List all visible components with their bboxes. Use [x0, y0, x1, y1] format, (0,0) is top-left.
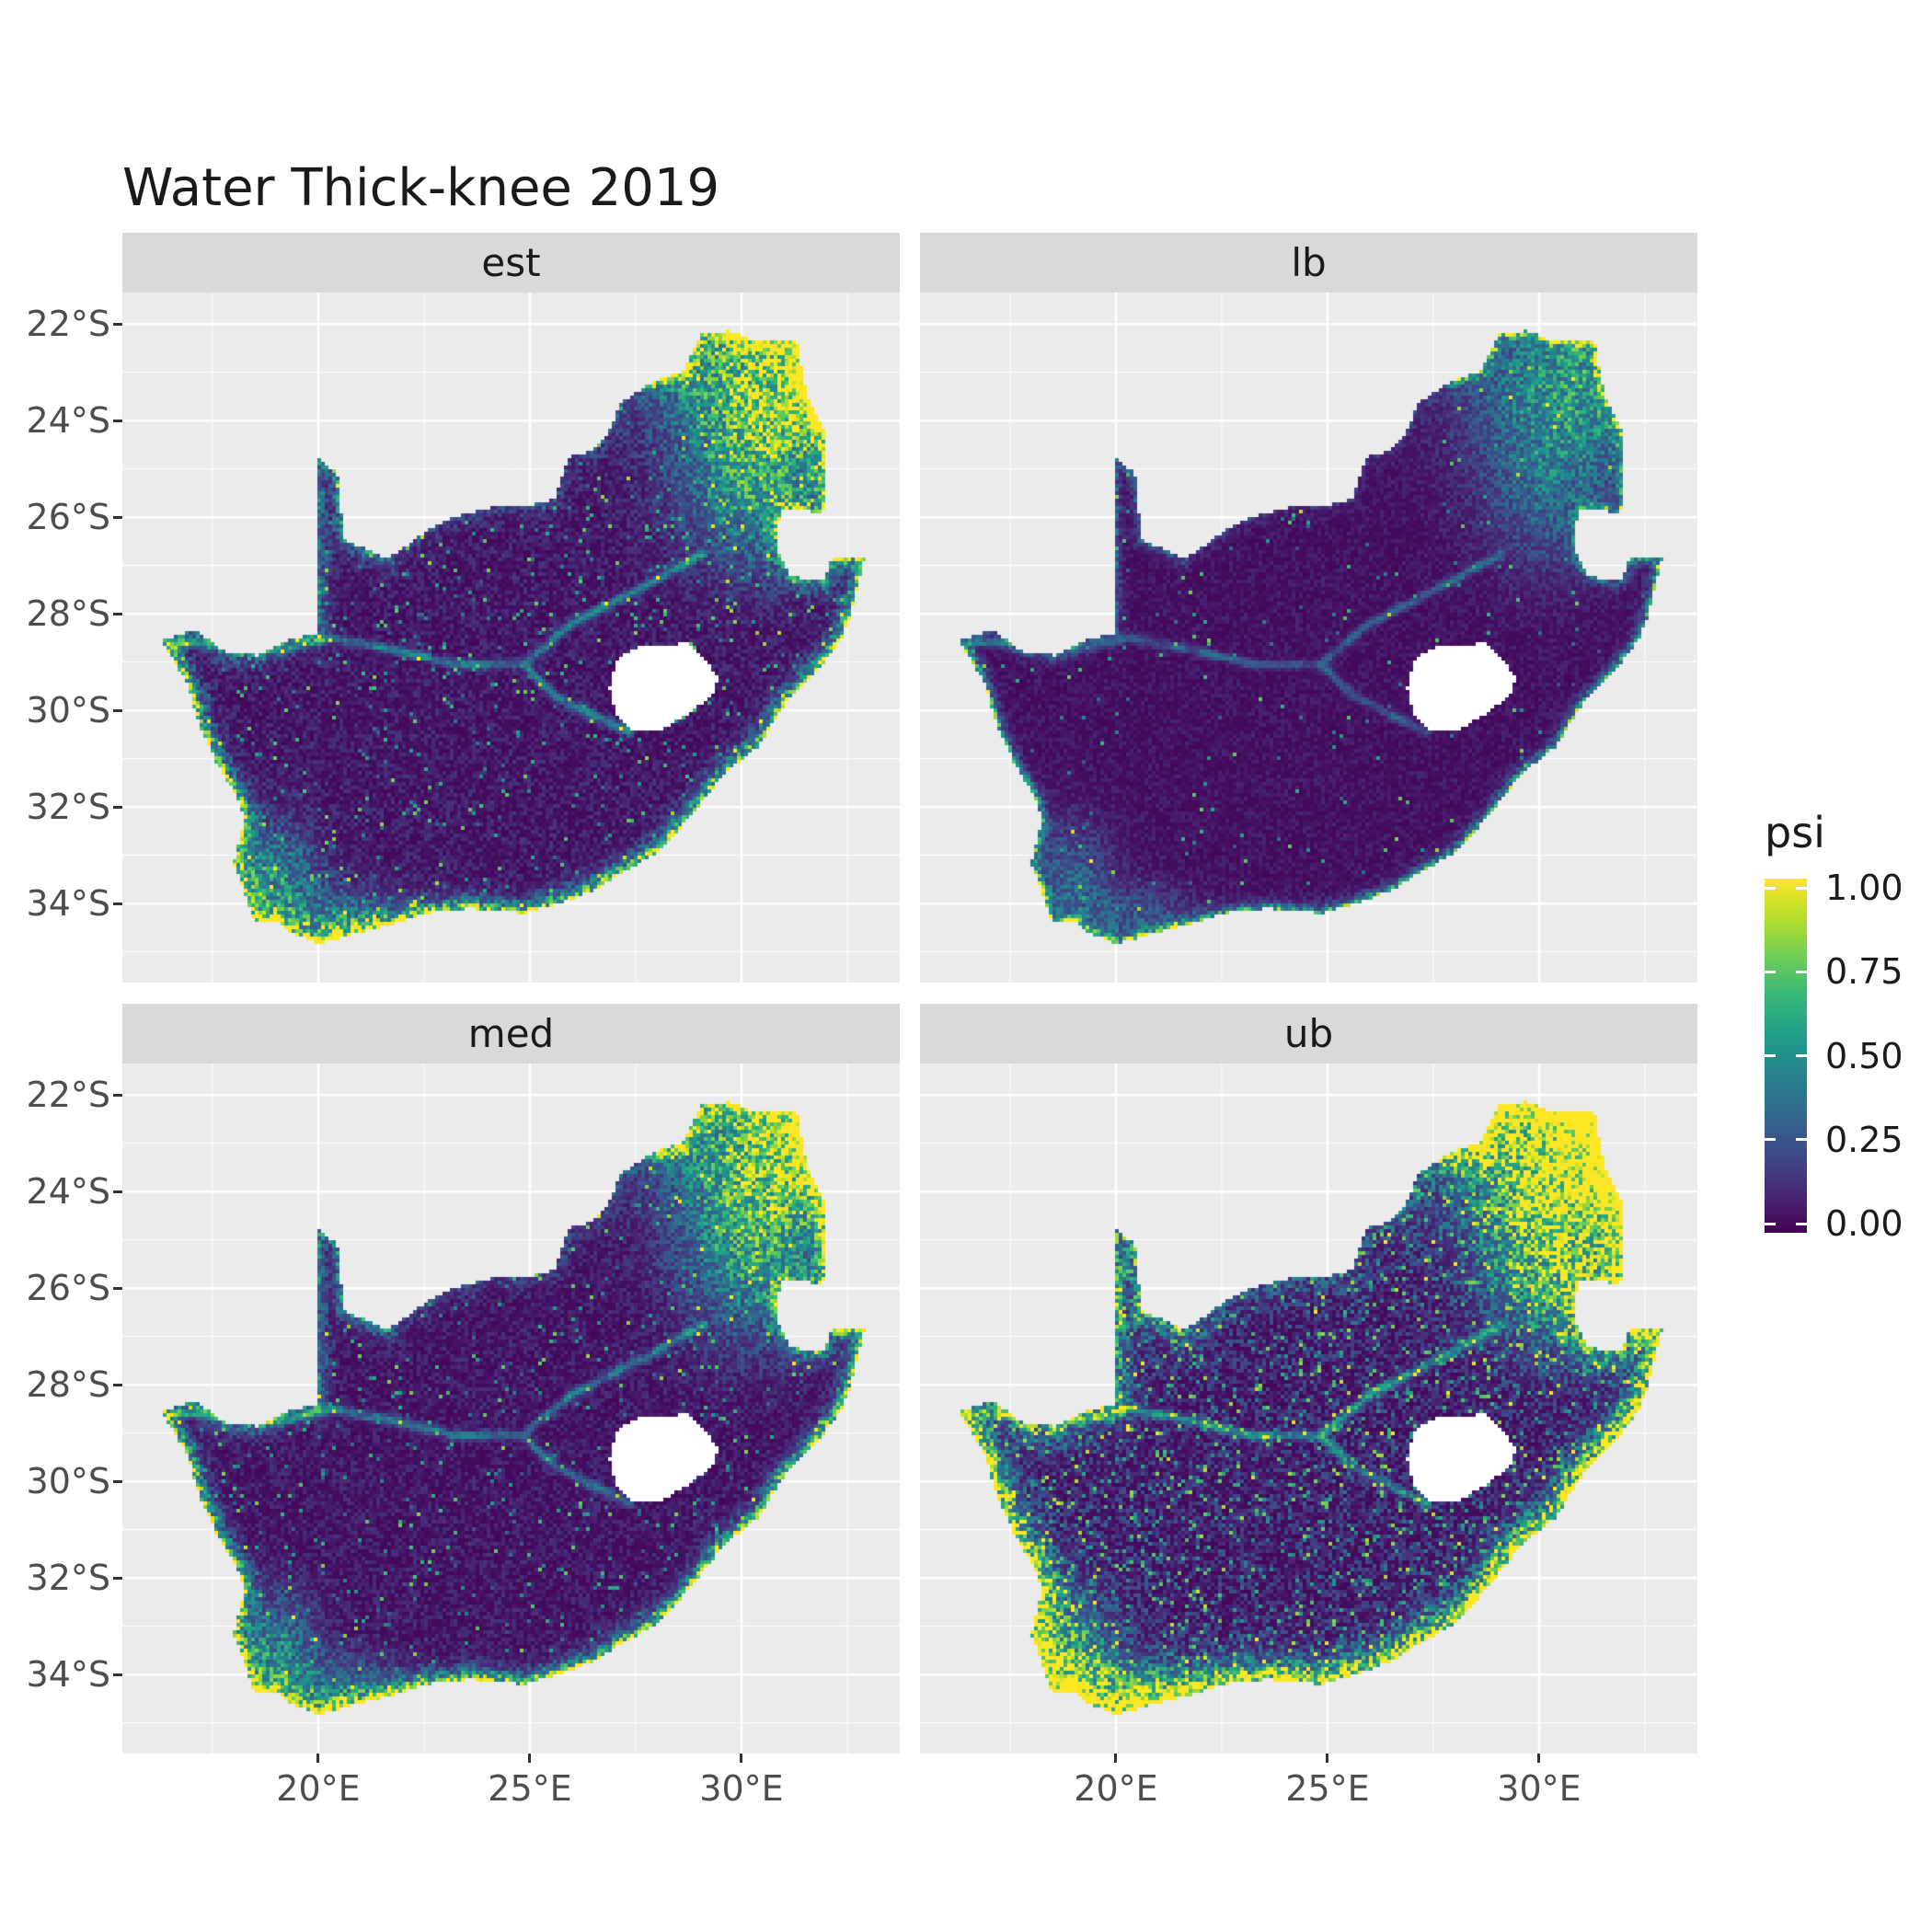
- legend-colorbar: [1765, 879, 1807, 1233]
- legend-bar-tick: [1796, 970, 1807, 973]
- legend-bar-tick: [1796, 1222, 1807, 1225]
- y-axis-tick-mark: [113, 612, 122, 615]
- y-axis-tick-label: 28°S: [26, 1364, 110, 1406]
- y-axis-tick-mark: [113, 515, 122, 519]
- legend-bar-tick: [1765, 1222, 1776, 1225]
- x-axis-tick-label: 25°E: [488, 1768, 572, 1809]
- facet-strip-med: med: [122, 1004, 900, 1064]
- facet-label: med: [467, 1011, 555, 1056]
- y-axis-tick-mark: [113, 1093, 122, 1097]
- x-axis-tick-mark: [1537, 1754, 1541, 1763]
- y-axis-tick-label: 32°S: [26, 1558, 110, 1599]
- map-panel-ub: [920, 1064, 1697, 1754]
- y-axis-tick-label: 30°S: [26, 1461, 110, 1502]
- y-axis-tick-mark: [113, 902, 122, 905]
- y-axis-tick-mark: [113, 1286, 122, 1290]
- legend-bar-tick: [1796, 1054, 1807, 1057]
- y-axis-tick-label: 34°S: [26, 1654, 110, 1696]
- x-axis-tick-mark: [528, 1754, 532, 1763]
- y-axis-tick-label: 22°S: [26, 1075, 110, 1116]
- legend-bar-tick: [1796, 1138, 1807, 1142]
- x-axis-tick-label: 30°E: [1497, 1768, 1581, 1809]
- y-axis-tick-mark: [113, 1479, 122, 1483]
- facet-label: ub: [1283, 1011, 1334, 1056]
- legend-tick-label: 0.75: [1825, 951, 1903, 993]
- y-axis-tick-label: 24°S: [26, 1171, 110, 1213]
- y-axis-tick-mark: [113, 322, 122, 326]
- x-axis-tick-label: 20°E: [1074, 1768, 1158, 1809]
- y-axis-tick-mark: [113, 1190, 122, 1193]
- map-panel-lb: [920, 293, 1697, 983]
- y-axis-tick-label: 26°S: [26, 1268, 110, 1309]
- y-axis-tick-mark: [113, 805, 122, 809]
- x-axis-tick-label: 25°E: [1285, 1768, 1370, 1809]
- y-axis-tick-label: 24°S: [26, 400, 110, 442]
- y-axis-tick-label: 22°S: [26, 304, 110, 345]
- legend-tick-label: 0.50: [1825, 1035, 1903, 1076]
- facet-strip-lb: lb: [920, 233, 1697, 293]
- x-axis-tick-mark: [740, 1754, 743, 1763]
- legend-tick-label: 0.25: [1825, 1119, 1903, 1160]
- legend-bar-tick: [1765, 1054, 1776, 1057]
- x-axis-tick-label: 30°E: [699, 1768, 784, 1809]
- y-axis-tick-mark: [113, 419, 122, 422]
- map-panel-est: [122, 293, 900, 983]
- y-axis-tick-label: 34°S: [26, 883, 110, 925]
- plot-title: Water Thick-knee 2019: [122, 158, 720, 218]
- y-axis-tick-mark: [113, 1576, 122, 1580]
- y-axis-tick-mark: [113, 708, 122, 712]
- x-axis-tick-mark: [1326, 1754, 1329, 1763]
- facet-label: est: [481, 240, 541, 285]
- x-axis-tick-mark: [316, 1754, 320, 1763]
- x-axis-tick-label: 20°E: [276, 1768, 361, 1809]
- facet-strip-est: est: [122, 233, 900, 293]
- facet-strip-ub: ub: [920, 1004, 1697, 1064]
- y-axis-tick-label: 26°S: [26, 497, 110, 538]
- facet-label: lb: [1291, 240, 1327, 285]
- legend-bar-tick: [1765, 970, 1776, 973]
- y-axis-tick-mark: [113, 1383, 122, 1386]
- y-axis-tick-mark: [113, 1673, 122, 1676]
- x-axis-tick-mark: [1114, 1754, 1118, 1763]
- y-axis-tick-label: 30°S: [26, 690, 110, 731]
- y-axis-tick-label: 32°S: [26, 787, 110, 828]
- map-panel-med: [122, 1064, 900, 1754]
- y-axis-tick-label: 28°S: [26, 593, 110, 635]
- legend-title: psi: [1765, 808, 1825, 857]
- legend-bar-tick: [1765, 1138, 1776, 1142]
- legend-bar-tick: [1796, 886, 1807, 890]
- legend-tick-label: 0.00: [1825, 1203, 1903, 1244]
- legend-bar-tick: [1765, 886, 1776, 890]
- legend-tick-label: 1.00: [1825, 868, 1903, 908]
